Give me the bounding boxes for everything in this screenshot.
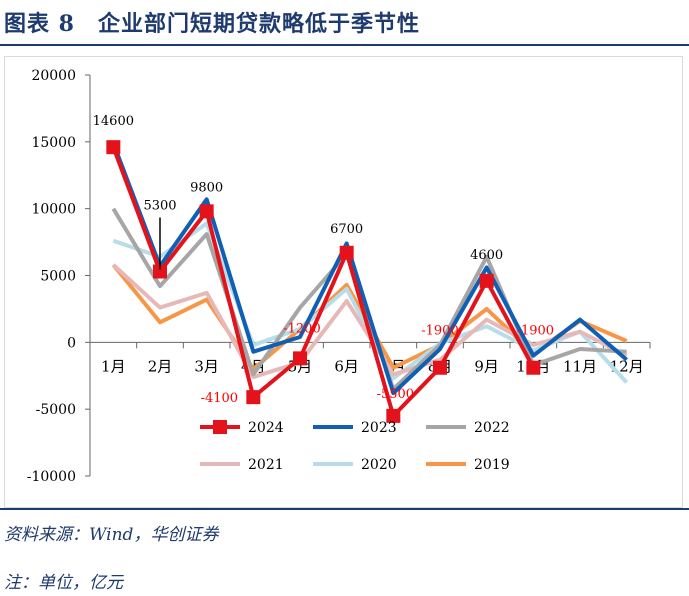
source-note: 资料来源：Wind，华创证券 — [4, 525, 219, 545]
data-label: 9800 — [190, 180, 223, 195]
x-tick-label: 6月 — [334, 357, 359, 375]
y-tick-label: -10000 — [27, 469, 76, 485]
legend-label: 2019 — [474, 457, 510, 473]
data-point-2024 — [106, 140, 121, 155]
data-label: 5300 — [143, 198, 176, 213]
legend-label: 2021 — [248, 457, 284, 473]
x-tick-label: 3月 — [194, 357, 219, 375]
legend-label: 2024 — [248, 420, 284, 436]
y-tick-label: 5000 — [40, 269, 76, 285]
data-label: 6700 — [330, 222, 363, 237]
data-point-2024 — [153, 264, 167, 279]
y-tick-label: -5000 — [36, 402, 76, 418]
data-label: -5500 — [377, 387, 414, 402]
bottom-divider — [0, 508, 689, 510]
figure-title: 图表 8 企业部门短期贷款略低于季节性 — [4, 11, 420, 37]
series-line-2023 — [111, 142, 628, 396]
x-tick-label: 1月 — [101, 357, 126, 375]
x-tick-label: 9月 — [474, 357, 499, 375]
data-label: -1900 — [517, 323, 554, 338]
data-label: 4600 — [470, 248, 503, 263]
data-point-2024 — [246, 390, 261, 405]
y-tick-label: 20000 — [31, 68, 76, 84]
data-point-2024 — [199, 204, 214, 219]
data-point-2024 — [526, 360, 541, 375]
data-label: -1900 — [421, 323, 458, 338]
title-divider — [0, 44, 689, 46]
data-point-2024 — [339, 245, 354, 260]
y-tick-label: 15000 — [31, 135, 76, 151]
data-point-2024 — [433, 360, 447, 375]
data-label: -4100 — [201, 391, 238, 406]
data-label: 14600 — [93, 114, 134, 129]
legend-marker-2024 — [213, 420, 227, 434]
y-tick-label: 10000 — [31, 202, 76, 218]
legend-label: 2022 — [474, 420, 510, 436]
legend-label: 2023 — [361, 420, 397, 436]
data-point-2024 — [479, 273, 494, 288]
y-tick-label: 0 — [67, 335, 76, 351]
legend-label: 2020 — [361, 457, 397, 473]
data-label: -1200 — [283, 321, 320, 336]
chart-frame — [4, 56, 683, 508]
x-tick-label: 12月 — [610, 357, 644, 375]
x-tick-label: 11月 — [563, 357, 597, 375]
unit-note: 注：单位，亿元 — [4, 573, 123, 593]
x-tick-label: 2月 — [148, 357, 173, 375]
data-point-2024 — [386, 408, 401, 423]
series-line-2024 — [111, 146, 536, 418]
data-point-2024 — [293, 351, 307, 366]
